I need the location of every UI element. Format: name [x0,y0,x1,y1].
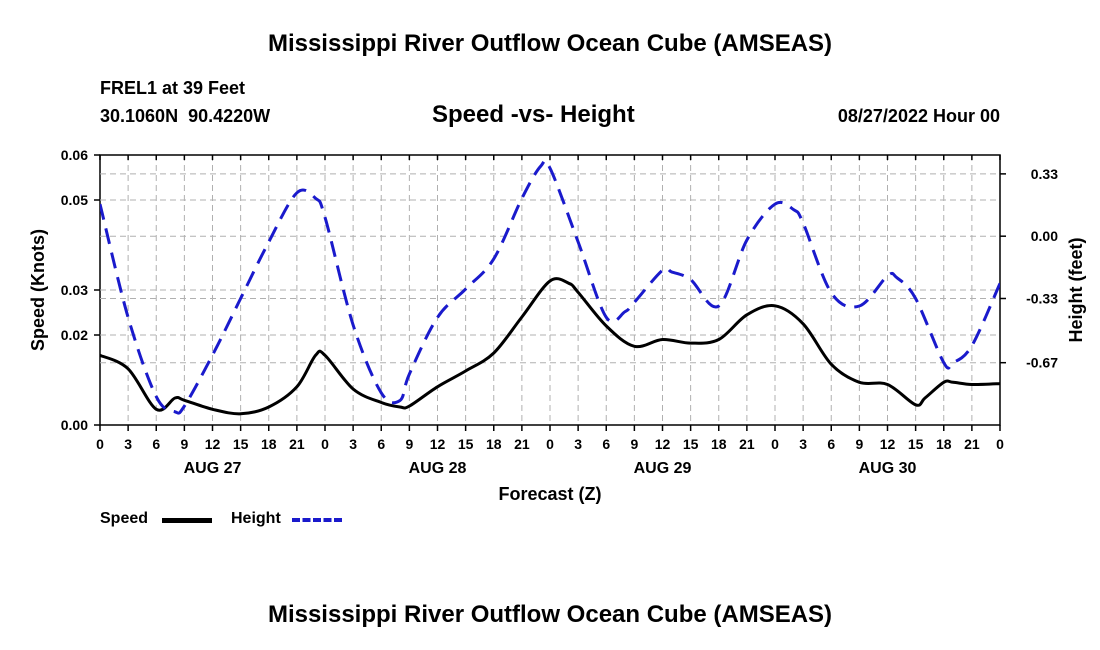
right-axis-ticks: -0.67 -0.33 0.00 0.33 [1000,166,1058,371]
x-tick-label: 21 [289,436,305,452]
x-tick-label: 3 [574,436,582,452]
x-tick-label: 21 [514,436,530,452]
y-left-tick-label: 0.00 [61,417,88,433]
x-tick-label: 3 [124,436,132,452]
x-tick-label: 0 [996,436,1004,452]
x-tick-label: 15 [683,436,699,452]
x-tick-label: 21 [739,436,755,452]
x-tick-label: 9 [855,436,863,452]
x-tick-label: 18 [936,436,952,452]
y-right-tick-label: -0.33 [1026,290,1058,306]
x-tick-label: 12 [205,436,221,452]
day-label: AUG 27 [184,460,242,477]
x-tick-label: 15 [233,436,249,452]
right-axis-label: Height (feet) [1066,238,1086,343]
height-line [100,159,1000,415]
x-tick-label: 12 [430,436,446,452]
y-left-tick-label: 0.05 [61,192,88,208]
x-tick-label: 6 [827,436,835,452]
x-tick-label: 15 [908,436,924,452]
x-tick-label: 18 [486,436,502,452]
x-axis-ticks: 0 3 6 9 12 15 18 21 0 3 6 9 12 15 18 21 0 3 6 9 12 15 18 21 0 3 6 9… [96,155,1004,477]
x-tick-label: 6 [152,436,160,452]
y-left-tick-label: 0.03 [61,282,88,298]
x-tick-label: 12 [655,436,671,452]
speed-line [100,277,1000,416]
legend-height-label: Height [231,510,281,527]
x-tick-label: 9 [630,436,638,452]
y-right-tick-label: 0.00 [1031,228,1058,244]
x-tick-label: 0 [771,436,779,452]
y-left-tick-label: 0.02 [61,327,88,343]
x-tick-label: 9 [180,436,188,452]
legend-speed-swatch [162,518,212,523]
main-title: Mississippi River Outflow Ocean Cube (AM… [267,30,833,57]
x-tick-label: 3 [349,436,357,452]
x-tick-label: 18 [711,436,727,452]
x-tick-label: 0 [96,436,104,452]
y-right-tick-label: 0.33 [1031,166,1058,182]
x-tick-label: 6 [602,436,610,452]
x-tick-label: 9 [405,436,413,452]
y-right-tick-label: -0.67 [1026,355,1058,371]
datetime-label: 08/27/2022 Hour 00 [837,106,1000,126]
x-tick-label: 6 [377,436,385,452]
x-tick-label: 21 [964,436,980,452]
x-tick-label: 0 [546,436,554,452]
footer-title: Mississippi River Outflow Ocean Cube (AM… [267,601,833,628]
y-left-tick-label: 0.06 [61,147,88,163]
day-label: AUG 30 [859,460,917,477]
legend-speed-label: Speed [100,510,149,527]
left-axis-ticks: 0.00 0.02 0.03 0.05 0.06 [61,147,100,433]
chart-title: Speed -vs- Height [432,101,635,128]
grid-lines [100,155,1000,425]
x-tick-label: 15 [458,436,474,452]
x-tick-label: 12 [880,436,896,452]
x-tick-label: 0 [321,436,329,452]
station-label: FREL1 at 39 Feet [100,78,246,98]
x-tick-label: 18 [261,436,277,452]
x-tick-label: 3 [799,436,807,452]
coordinates-label: 30.1060N 90.4220W [100,106,271,126]
series-lines [100,159,1000,416]
day-label: AUG 29 [634,460,692,477]
x-axis-label: Forecast (Z) [498,484,601,504]
left-axis-label: Speed (Knots) [28,229,48,351]
legend-height-swatch [292,518,342,522]
day-label: AUG 28 [409,460,467,477]
